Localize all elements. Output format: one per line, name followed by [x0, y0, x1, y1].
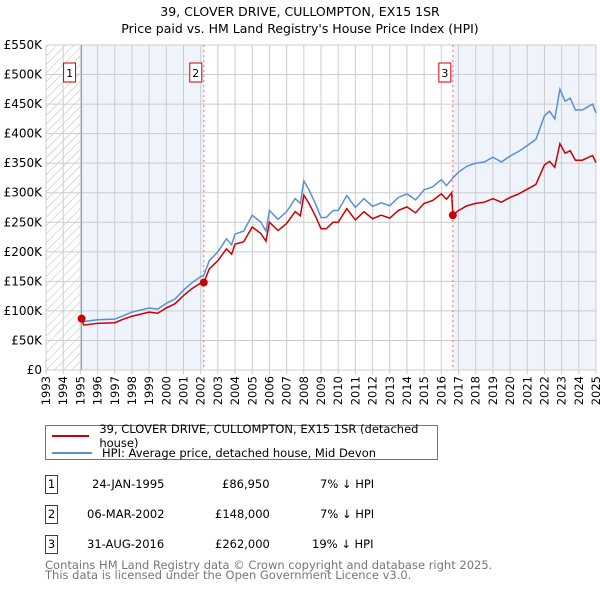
sale-marker-label: 2 — [192, 67, 199, 80]
legend-item-hpi: HPI: Average price, detached house, Mid … — [52, 445, 376, 461]
x-tick-label: 2023 — [555, 376, 569, 405]
x-tick-label: 2002 — [194, 376, 208, 405]
x-tick-label: 2024 — [572, 376, 586, 405]
sale-date: 31-AUG-2016 — [87, 537, 165, 551]
y-tick-label: £400K — [4, 127, 44, 141]
x-tick-label: 2008 — [297, 376, 311, 405]
sale-date: 06-MAR-2002 — [87, 507, 165, 521]
x-tick-label: 2014 — [400, 376, 414, 405]
x-tick-label: 2022 — [537, 376, 551, 405]
y-tick-label: £0 — [27, 363, 42, 377]
x-tick-label: 2003 — [211, 376, 225, 405]
x-tick-label: 2020 — [503, 376, 517, 405]
hpi-series-line — [80, 86, 597, 323]
x-tick-label: 2001 — [177, 376, 191, 405]
sale-hpi-diff: 7% ↓ HPI — [320, 507, 375, 521]
footer-copyright: Contains HM Land Registry data © Crown c… — [45, 558, 493, 572]
x-tick-label: 1998 — [125, 376, 139, 405]
footer: Contains HM Land Registry data © Crown c… — [45, 558, 493, 582]
y-tick-label: £350K — [4, 156, 44, 170]
x-tick-label: 2005 — [245, 376, 259, 405]
x-tick-label: 2018 — [469, 376, 483, 405]
sale-point-3 — [448, 211, 457, 220]
legend-item-price-paid: 39, CLOVER DRIVE, CULLOMPTON, EX15 1SR (… — [52, 422, 437, 450]
sale-point-2 — [199, 278, 208, 287]
y-tick-label: £500K — [4, 68, 44, 82]
sale-row: 1 24-JAN-1995 £86,950 7% ↓ HPI — [45, 475, 445, 495]
shaded-period-3 — [452, 45, 596, 370]
x-tick-label: 2000 — [159, 376, 173, 405]
y-tick-label: £150K — [4, 274, 44, 288]
x-tick-label: 2019 — [486, 376, 500, 405]
sale-price: £148,000 — [215, 507, 270, 521]
x-tick-label: 1997 — [108, 376, 122, 405]
y-tick-label: £100K — [4, 304, 44, 318]
sale-marker-box-2 — [189, 62, 203, 83]
x-tick-label: 2017 — [452, 376, 466, 405]
sale-price: £86,950 — [222, 477, 270, 491]
x-tick-label: 2011 — [348, 376, 362, 405]
legend-label: 39, CLOVER DRIVE, CULLOMPTON, EX15 1SR (… — [99, 422, 419, 450]
footer-licence: This data is licensed under the Open Gov… — [45, 568, 412, 582]
sale-hpi-diff: 19% ↓ HPI — [312, 537, 374, 551]
sale-marker-label: 1 — [66, 67, 73, 80]
sale-row: 3 31-AUG-2016 £262,000 19% ↓ HPI — [45, 535, 445, 555]
y-tick-label: £50K — [11, 333, 43, 347]
x-tick-label: 1996 — [91, 376, 105, 405]
x-tick-label: 1999 — [142, 376, 156, 405]
x-tick-label: 2015 — [417, 376, 431, 405]
sale-price: £262,000 — [215, 537, 270, 551]
x-tick-label: 2004 — [228, 376, 242, 405]
sale-number: 3 — [45, 535, 58, 554]
price-chart: 39, CLOVER DRIVE, CULLOMPTON, EX15 1SR P… — [4, 4, 600, 405]
sale-number: 2 — [45, 505, 58, 524]
price-paid-series-line — [80, 141, 597, 326]
legend-swatch-blue — [52, 452, 92, 454]
y-tick-label: £300K — [4, 186, 44, 200]
x-tick-label: 1995 — [73, 376, 87, 405]
sale-number: 1 — [45, 475, 58, 494]
x-tick-label: 2012 — [366, 376, 380, 405]
legend-label: HPI: Average price, detached house, Mid … — [102, 446, 377, 460]
sale-marker-box-3 — [438, 62, 452, 83]
x-tick-label: 2016 — [434, 376, 448, 405]
shaded-period-1 — [81, 45, 204, 370]
sale-marker-box-1 — [63, 62, 77, 83]
x-tick-label: 2013 — [383, 376, 397, 405]
y-tick-label: £450K — [4, 97, 44, 111]
sale-point-1 — [77, 314, 86, 323]
sale-date: 24-JAN-1995 — [92, 477, 165, 491]
x-tick-label: 2010 — [331, 376, 345, 405]
sale-row: 2 06-MAR-2002 £148,000 7% ↓ HPI — [45, 505, 445, 525]
legend: 39, CLOVER DRIVE, CULLOMPTON, EX15 1SR (… — [45, 422, 438, 461]
chart-subtitle: Price paid vs. HM Land Registry's House … — [121, 21, 478, 36]
legend-swatch-red — [52, 435, 90, 437]
x-tick-label: 1993 — [39, 376, 53, 405]
chart-title: 39, CLOVER DRIVE, CULLOMPTON, EX15 1SR — [160, 4, 440, 19]
pre-data-hatch — [46, 45, 82, 370]
x-tick-label: 2009 — [314, 376, 328, 405]
x-tick-label: 2021 — [520, 376, 534, 405]
sale-marker-label: 3 — [441, 67, 448, 80]
x-tick-label: 2006 — [262, 376, 276, 405]
sale-hpi-diff: 7% ↓ HPI — [320, 477, 375, 491]
x-tick-label: 2025 — [589, 376, 600, 405]
y-tick-label: £550K — [4, 38, 44, 52]
y-tick-label: £200K — [4, 245, 44, 259]
y-tick-label: £250K — [4, 215, 44, 229]
x-tick-label: 2007 — [280, 376, 294, 405]
x-tick-label: 1994 — [56, 376, 70, 405]
